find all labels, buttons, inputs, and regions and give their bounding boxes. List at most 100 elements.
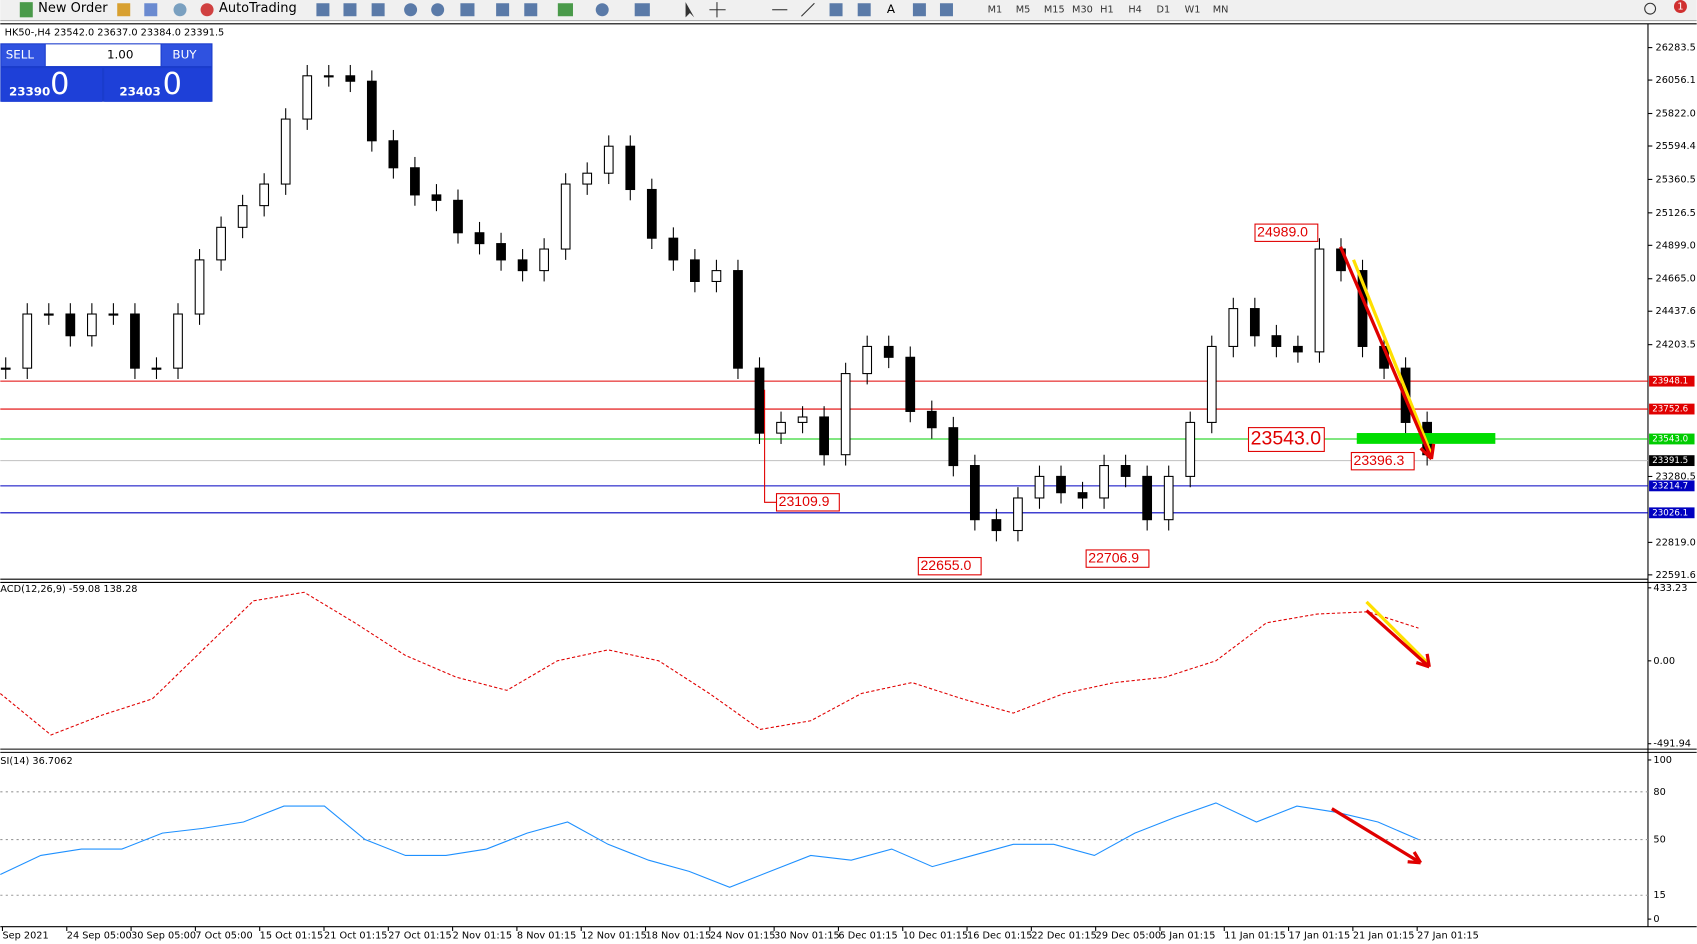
ask-box[interactable] [104,68,212,102]
zoom-in[interactable] [404,3,418,17]
tool-icon[interactable] [939,3,953,17]
tool-icon[interactable] [496,3,510,17]
annotation-box [1085,549,1150,568]
candle [582,172,593,185]
candle [862,345,873,375]
level-label: 23026.1 [1652,508,1688,518]
buy-button[interactable] [161,44,212,67]
trendline-tool[interactable] [801,2,815,17]
y-tick-label: 24899.0 [1656,240,1696,251]
x-tick-label: 24 Nov 01:15 [710,930,776,941]
timeframe-button[interactable]: D1 [1156,5,1170,16]
candle [754,367,765,434]
tool-icon[interactable] [460,3,475,17]
timeframe-button[interactable]: M1 [988,5,1003,16]
candle [1163,475,1174,521]
price-panel: 26283.5 26056.1 25822.0 25594.4 25360.5 25126… [0,43,1696,581]
x-tick-label: 27 Jan 01:15 [1417,930,1479,941]
candle [130,313,140,369]
x-tick-label: 2 Nov 01:15 [453,930,512,941]
crosshair-tool[interactable] [709,2,726,18]
annotation-box [1254,223,1319,242]
autotrading-icon[interactable] [200,3,214,17]
candle [840,373,851,456]
bid-big: 0 [50,67,69,102]
candle [797,416,808,423]
y-tick-label: 433.23 [1653,583,1687,594]
candle [388,140,399,169]
buy-label[interactable]: BUY [172,48,197,62]
tool-icon[interactable] [316,3,330,17]
y-tick-label: 22591.6 [1656,570,1696,581]
periods[interactable] [595,3,609,17]
candle [1185,421,1196,477]
candle [474,232,485,245]
cursor-tool[interactable] [685,2,695,18]
toolbar [0,0,1697,21]
annotation-box [1247,427,1325,452]
tool-icon[interactable] [343,3,357,17]
annotation: 24989.0 [1257,223,1308,239]
ask-dot: . [156,85,160,99]
indicators[interactable] [557,3,573,17]
macd-line [0,591,1419,736]
y-tick-label: 25126.5 [1656,208,1696,219]
candle [1056,475,1066,494]
templates[interactable] [634,3,650,17]
sell-button[interactable] [1,44,45,67]
bid-box[interactable] [1,68,103,102]
level-tag [1649,455,1695,467]
tool-icon[interactable] [144,3,158,17]
timeframe-button[interactable]: W1 [1185,5,1201,16]
volume[interactable]: 1.00 [107,48,133,62]
tool-icon[interactable] [912,3,926,17]
candle [237,205,248,228]
level-label: 23391.5 [1652,456,1688,466]
macd-header: ACD(12,26,9) -59.08 138.28 [0,584,137,595]
timeframe-button[interactable]: MN [1213,5,1229,16]
volume-input[interactable] [45,44,161,67]
tool-icon[interactable] [371,3,385,17]
alerts-badge[interactable] [1673,0,1687,13]
x-tick-label: 6 Dec 01:15 [838,930,897,941]
sell-label[interactable]: SELL [6,48,35,62]
tool-icon[interactable] [117,3,131,17]
candle [883,345,894,358]
new-order-icon[interactable] [19,2,33,18]
search-icon[interactable] [1644,2,1657,15]
candle [431,194,442,201]
y-tick-label: 15 [1653,890,1665,901]
y-tick-label: -491.94 [1653,739,1691,750]
timeframe-button[interactable]: M5 [1016,5,1031,16]
annotation: 23109.9 [779,493,830,509]
level-tag [1649,480,1695,492]
candle [1228,308,1239,347]
y-tick-label: 100 [1653,755,1672,766]
timeframe-button[interactable]: M15 [1044,5,1065,16]
timeframe-button[interactable]: H1 [1100,5,1114,16]
x-tick-label: 29 Dec 05:00 [1096,930,1161,941]
annotations: 24989.0 23543.0 23396.3 23109.9 22655.0 … [764,223,1496,865]
candle [22,313,33,369]
candle [539,248,550,272]
tool-icon[interactable] [857,3,871,17]
ask-big: 0 [163,67,182,102]
new-order-button[interactable]: New Order [38,1,108,16]
timeframe-button[interactable]: H4 [1128,5,1142,16]
y-tick-label: 24203.5 [1656,340,1696,351]
tool-icon[interactable] [173,3,187,17]
autotrading-button[interactable]: AutoTrading [219,1,297,16]
candle [711,270,722,283]
alerts-count: 1 [1677,1,1683,12]
annotation: 23396.3 [1354,452,1405,468]
candle [969,465,980,521]
x-tick-label: 21 Jan 01:15 [1353,930,1415,941]
tool-icon[interactable] [524,3,538,17]
tool-icon[interactable] [829,3,843,17]
candle [991,519,1002,532]
candle [776,421,786,434]
text-tool[interactable]: A [887,2,896,16]
zoom-out[interactable] [431,3,445,17]
timeframe-button[interactable]: M30 [1072,5,1093,16]
x-tick-label: 15 Oct 01:15 [260,930,323,941]
